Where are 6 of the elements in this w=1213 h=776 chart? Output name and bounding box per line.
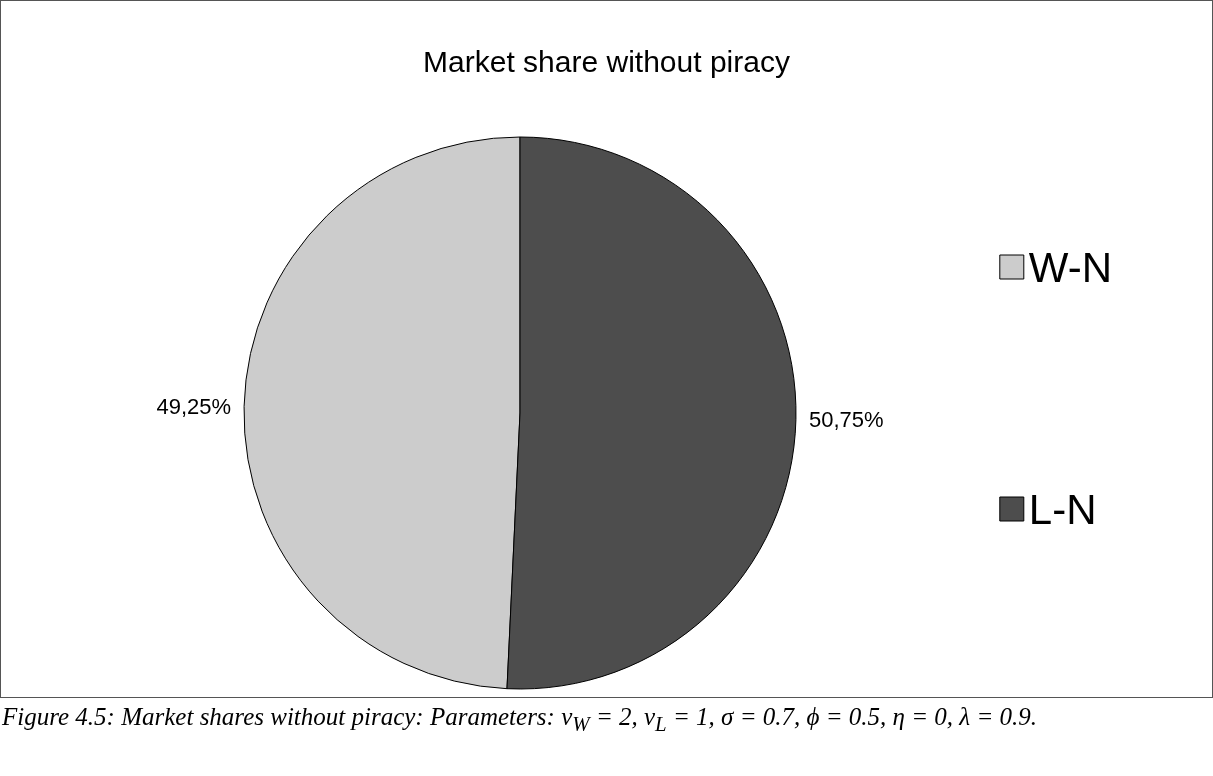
legend-label: L-N (1028, 485, 1097, 533)
caption: Figure 4.5: Market shares without piracy: Parameters: v$_{W}$ = 2, v$_{L}$ = 1, σ = 0.7, ϕ = 0.5, η = 0, λ = 0.9. (2, 702, 1039, 738)
chart-title: Market share without piracy (423, 44, 790, 78)
data-label: 50,75% (808, 407, 884, 433)
data-label: 49,25% (156, 393, 232, 419)
legend-label: W-N (1028, 243, 1112, 291)
